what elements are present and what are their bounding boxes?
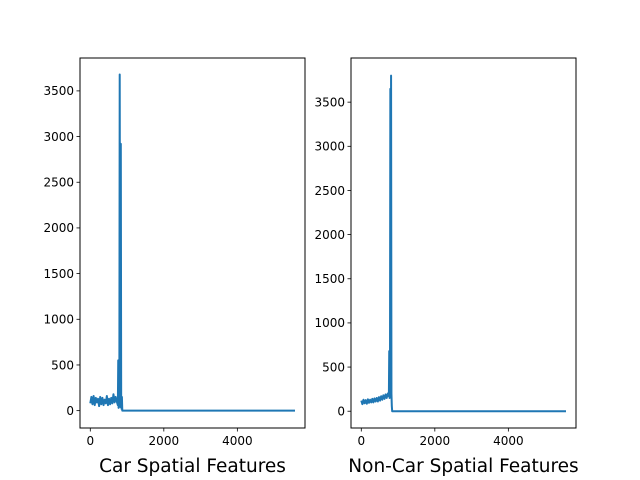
axes-frame bbox=[350, 57, 577, 429]
y-tick-label: 1000 bbox=[314, 316, 345, 330]
x-tick-label: 0 bbox=[357, 434, 365, 448]
y-tick-label: 500 bbox=[51, 358, 74, 372]
series-line-1 bbox=[89, 73, 295, 412]
y-tick-label: 3500 bbox=[43, 84, 74, 98]
x-axis-label: Car Spatial Features bbox=[99, 456, 286, 477]
series-line-1 bbox=[360, 74, 566, 413]
y-tick-label: 0 bbox=[66, 404, 74, 418]
y-tick-label: 500 bbox=[322, 360, 345, 374]
y-tick-label: 1000 bbox=[43, 313, 74, 327]
chart-panel-2: 0 2000 4000 0 500 1000 1500 2000 2500 3000 3500 Non… bbox=[314, 57, 579, 477]
x-axis-label: Non-Car Spatial Features bbox=[348, 456, 578, 477]
axes-frame bbox=[79, 57, 306, 429]
y-tick-label: 1500 bbox=[43, 267, 74, 281]
y-tick-label: 2500 bbox=[314, 184, 345, 198]
x-tick-label: 4000 bbox=[493, 434, 524, 448]
y-tick-label: 2000 bbox=[314, 228, 345, 242]
chart-panel-1: 0 2000 4000 0 500 1000 1500 2000 2500 3000 3500 Car… bbox=[43, 57, 306, 477]
y-tick-label: 3500 bbox=[314, 95, 345, 109]
y-tick-label: 3000 bbox=[43, 130, 74, 144]
x-tick-label: 2000 bbox=[149, 434, 180, 448]
y-tick-label: 3000 bbox=[314, 140, 345, 154]
x-tick-label: 0 bbox=[86, 434, 94, 448]
x-tick-label: 4000 bbox=[222, 434, 253, 448]
y-tick-label: 0 bbox=[337, 405, 345, 419]
y-tick-label: 1500 bbox=[314, 272, 345, 286]
y-tick-label: 2500 bbox=[43, 176, 74, 190]
x-tick-label: 2000 bbox=[420, 434, 451, 448]
y-tick-label: 2000 bbox=[43, 221, 74, 235]
